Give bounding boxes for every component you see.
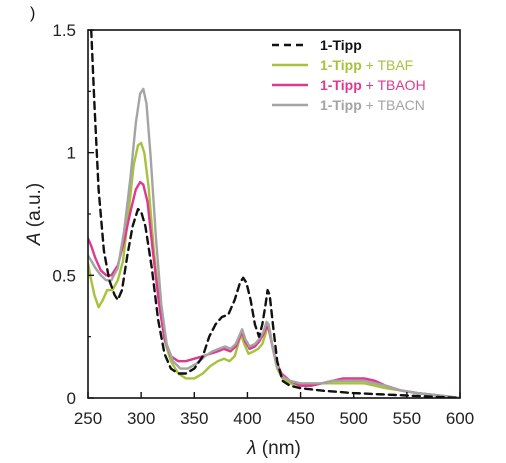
y-tick-label: 1.5 — [52, 21, 76, 40]
tick-layer: 250 300 350 400 450 500 550 600 0 0.5 1 1.5 — [52, 21, 474, 428]
y-axis-title: A (a.u.) — [24, 183, 45, 246]
x-axis-unit: (nm) — [257, 438, 301, 459]
y-tick-label: 0.5 — [52, 266, 76, 285]
x-tick-label: 250 — [74, 409, 102, 428]
x-tick-label: 550 — [393, 409, 421, 428]
series-line-3 — [88, 87, 460, 398]
legend-label: 1-Tipp — [320, 37, 362, 53]
legend-label: 1-Tipp + TBAOH — [320, 77, 426, 93]
series-line-0 — [90, 30, 460, 398]
legend-label-compound: 1-Tipp — [320, 97, 362, 113]
legend-label: 1-Tipp + TBAF — [320, 57, 413, 73]
legend-label-compound: 1-Tipp — [320, 57, 362, 73]
x-tick-label: 300 — [127, 409, 155, 428]
x-axis-title: λ (nm) — [246, 438, 301, 459]
x-tick-label: 600 — [446, 409, 474, 428]
legend-label-compound: 1-Tipp — [320, 77, 362, 93]
y-tick-label: 0 — [67, 389, 76, 408]
legend-label-additive: + TBACN — [362, 97, 425, 113]
legend-label-additive: + TBAF — [362, 57, 413, 73]
y-tick-label: 1 — [67, 144, 76, 163]
x-tick-label: 400 — [233, 409, 261, 428]
y-axis-symbol: A — [24, 232, 45, 246]
legend-label-additive: + TBAOH — [362, 77, 426, 93]
series-layer — [88, 30, 460, 398]
legend-label: 1-Tipp + TBACN — [320, 97, 425, 113]
series-line-1 — [88, 141, 460, 398]
x-tick-label: 500 — [340, 409, 368, 428]
legend-label-compound: 1-Tipp — [320, 37, 362, 53]
x-tick-label: 450 — [286, 409, 314, 428]
panel-label: ) — [30, 5, 35, 22]
x-axis-symbol: λ — [246, 438, 256, 459]
x-tick-label: 350 — [180, 409, 208, 428]
series-line-2 — [88, 180, 460, 398]
y-axis-unit: (a.u.) — [24, 183, 45, 233]
